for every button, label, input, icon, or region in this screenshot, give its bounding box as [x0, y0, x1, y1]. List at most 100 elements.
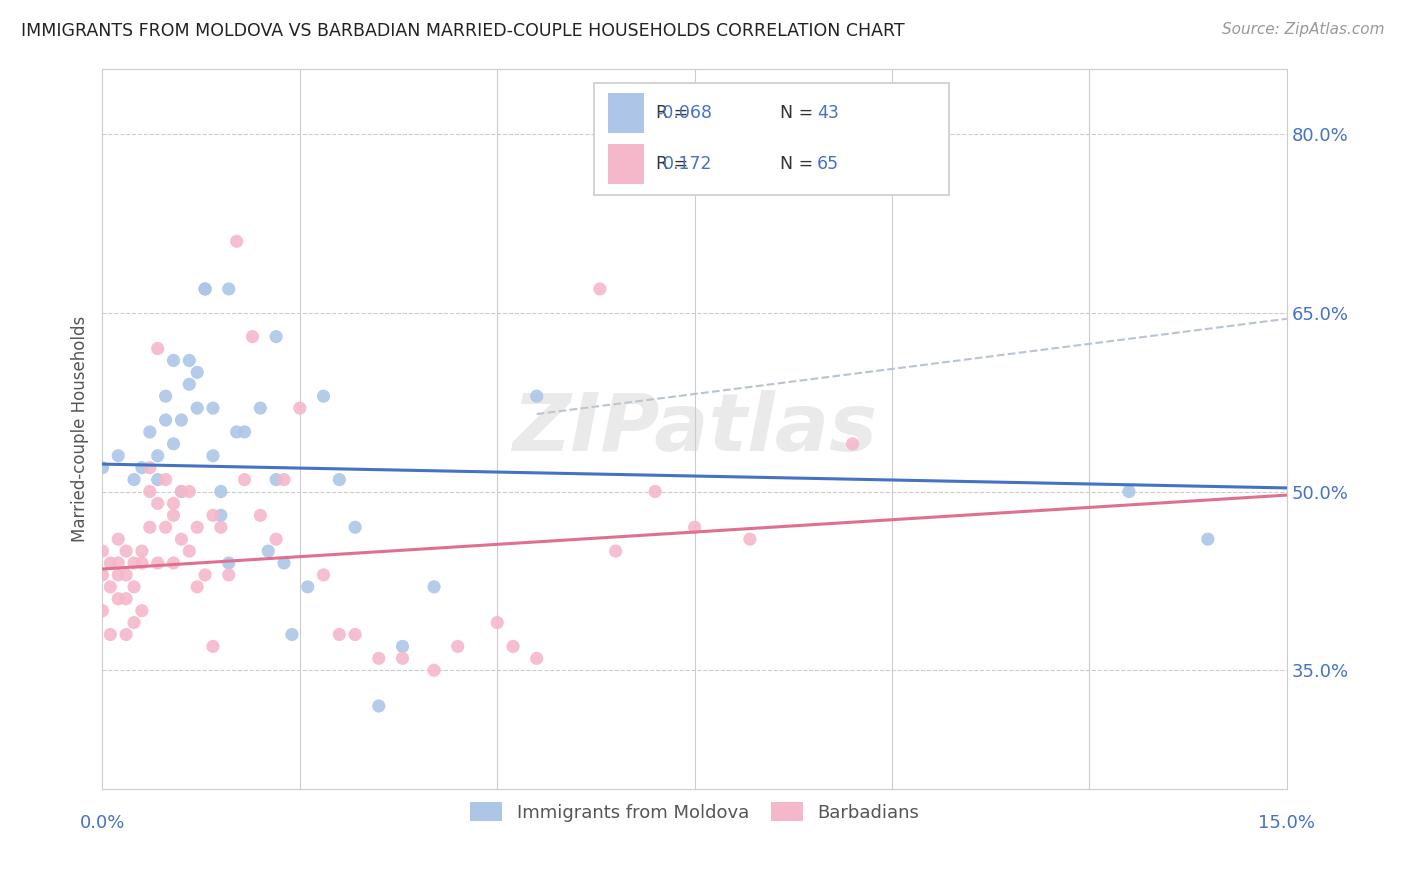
Point: [233, 473, 256, 487]
Point: [170, 484, 193, 499]
Point: [249, 401, 271, 416]
Point: [122, 580, 145, 594]
Point: [201, 401, 224, 416]
Point: [91, 544, 114, 558]
Text: 0.172: 0.172: [662, 154, 713, 173]
Point: [288, 401, 311, 416]
Y-axis label: Married-couple Households: Married-couple Households: [72, 316, 89, 542]
Point: [738, 532, 761, 546]
Point: [194, 568, 217, 582]
Point: [107, 591, 129, 606]
Text: 0.0%: 0.0%: [80, 814, 125, 832]
Point: [209, 520, 232, 534]
Point: [264, 532, 287, 546]
Text: N =: N =: [780, 104, 818, 122]
Point: [146, 473, 169, 487]
Point: [447, 640, 470, 654]
Point: [589, 282, 612, 296]
Point: [91, 568, 114, 582]
Point: [98, 580, 121, 594]
Point: [115, 591, 138, 606]
Point: [186, 365, 208, 379]
Point: [257, 544, 280, 558]
Point: [115, 627, 138, 641]
Text: 65: 65: [817, 154, 839, 173]
Point: [162, 437, 184, 451]
Point: [218, 556, 240, 570]
Text: R =: R =: [655, 104, 693, 122]
Point: [186, 580, 208, 594]
Point: [139, 460, 162, 475]
Point: [146, 449, 169, 463]
Point: [312, 389, 335, 403]
FancyBboxPatch shape: [609, 144, 644, 184]
Point: [644, 484, 666, 499]
Point: [146, 342, 169, 356]
Point: [201, 640, 224, 654]
Text: 15.0%: 15.0%: [1258, 814, 1316, 832]
Point: [242, 329, 264, 343]
Point: [328, 473, 350, 487]
Point: [194, 282, 217, 296]
Point: [297, 580, 319, 594]
Text: R =: R =: [655, 154, 693, 173]
Point: [281, 627, 304, 641]
Point: [225, 235, 247, 249]
Point: [107, 532, 129, 546]
Point: [186, 401, 208, 416]
Point: [170, 532, 193, 546]
Point: [367, 698, 389, 713]
Point: [131, 556, 153, 570]
Point: [107, 568, 129, 582]
Point: [264, 473, 287, 487]
Point: [526, 651, 548, 665]
Text: ZIPatlas: ZIPatlas: [512, 390, 877, 468]
Text: N =: N =: [780, 154, 818, 173]
Point: [605, 544, 627, 558]
Point: [841, 437, 863, 451]
Point: [367, 651, 389, 665]
Point: [122, 556, 145, 570]
Point: [423, 663, 446, 677]
Point: [162, 508, 184, 523]
Point: [312, 568, 335, 582]
Point: [155, 473, 177, 487]
Point: [218, 568, 240, 582]
Point: [162, 556, 184, 570]
Point: [233, 425, 256, 439]
Point: [423, 580, 446, 594]
Point: [115, 568, 138, 582]
Point: [170, 413, 193, 427]
Point: [179, 484, 201, 499]
Point: [115, 544, 138, 558]
Point: [502, 640, 524, 654]
Text: -0.068: -0.068: [657, 104, 713, 122]
Point: [249, 508, 271, 523]
Legend: Immigrants from Moldova, Barbadians: Immigrants from Moldova, Barbadians: [461, 793, 928, 830]
Point: [155, 520, 177, 534]
Point: [131, 544, 153, 558]
Point: [344, 627, 367, 641]
Point: [98, 556, 121, 570]
FancyBboxPatch shape: [609, 94, 644, 133]
Text: 43: 43: [817, 104, 839, 122]
Point: [179, 353, 201, 368]
Point: [155, 389, 177, 403]
Point: [107, 556, 129, 570]
Point: [139, 520, 162, 534]
Point: [264, 329, 287, 343]
Point: [91, 604, 114, 618]
Point: [273, 473, 295, 487]
FancyBboxPatch shape: [593, 83, 949, 194]
Point: [218, 282, 240, 296]
Point: [391, 640, 413, 654]
Point: [98, 627, 121, 641]
Point: [179, 377, 201, 392]
Point: [170, 484, 193, 499]
Point: [107, 449, 129, 463]
Point: [131, 460, 153, 475]
Point: [139, 484, 162, 499]
Point: [186, 520, 208, 534]
Point: [526, 389, 548, 403]
Point: [344, 520, 367, 534]
